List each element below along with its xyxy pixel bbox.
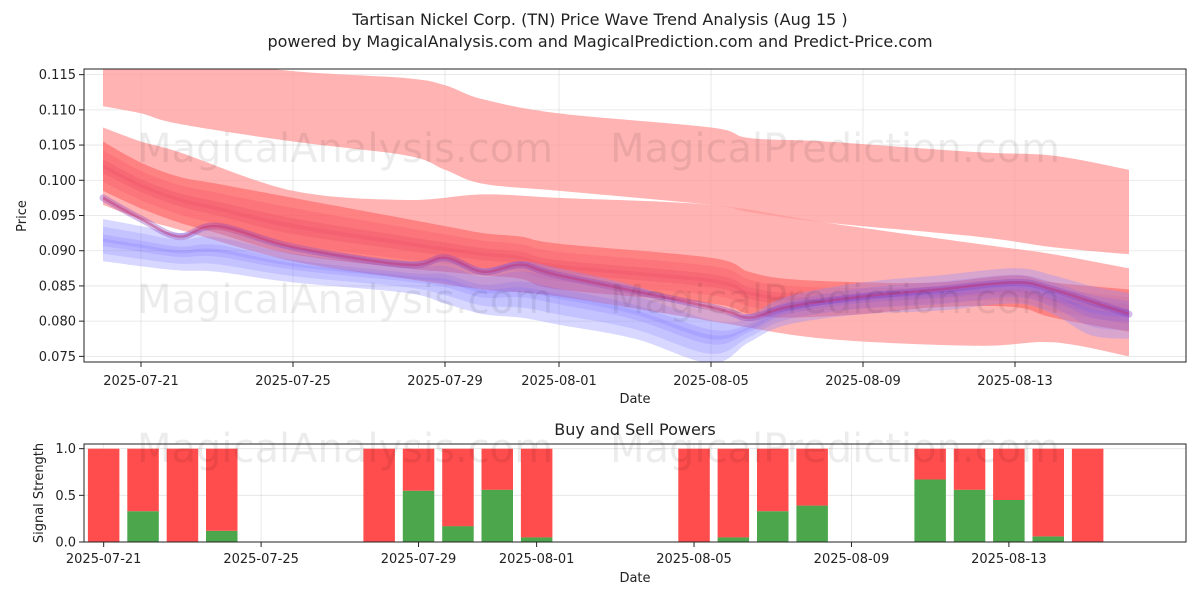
watermark-prediction-middle: MagicalPrediction.com xyxy=(610,277,1060,323)
purple-center-line-core xyxy=(102,196,1130,319)
figure-subtitle: powered by MagicalAnalysis.com and Magic… xyxy=(267,32,932,51)
signal-x-tick-label: 2025-08-01 xyxy=(499,552,575,567)
price-bands xyxy=(99,69,1133,362)
watermark-prediction-top: MagicalPrediction.com xyxy=(610,126,1060,172)
buy-bar xyxy=(520,537,553,542)
price-y-tick-label: 0.105 xyxy=(39,139,76,154)
price-y-axis-label: Price xyxy=(15,200,30,232)
signal-x-tick-label: 2025-08-05 xyxy=(656,552,732,567)
sell-bar xyxy=(717,448,750,538)
signal-y-tick-label: 0.0 xyxy=(55,536,76,551)
sell-bar xyxy=(796,448,828,506)
sell-bar xyxy=(993,448,1025,500)
signal-x-tick-label: 2025-07-21 xyxy=(66,552,142,567)
blue-trend-wave xyxy=(103,219,1129,362)
signal-x-tick-label: 2025-07-25 xyxy=(223,552,299,567)
sell-bar xyxy=(442,448,474,527)
buy-bar xyxy=(796,505,828,542)
signal-y-axis-label: Signal Strength xyxy=(32,443,47,543)
buy-bar xyxy=(757,511,789,542)
sell-bar xyxy=(127,448,159,512)
price-x-tick-label: 2025-08-05 xyxy=(673,374,749,389)
signal-x-tick-label: 2025-08-09 xyxy=(814,552,890,567)
signal-x-axis-label: Date xyxy=(619,571,650,586)
signal-chart: Buy and Sell Powers MagicalAnalysis.com … xyxy=(32,420,1187,586)
watermark-analysis-top: MagicalAnalysis.com xyxy=(137,126,553,172)
buy-bar xyxy=(1032,536,1064,542)
signal-plot-frame xyxy=(83,443,1187,543)
signal-y-tick-label: 0.5 xyxy=(55,489,76,504)
price-x-axis-label: Date xyxy=(619,392,650,407)
buy-bar xyxy=(442,526,474,542)
watermark-analysis-middle: MagicalAnalysis.com xyxy=(137,277,553,323)
sell-bar xyxy=(953,448,986,490)
price-x-tick-label: 2025-07-29 xyxy=(407,374,483,389)
sell-bar xyxy=(363,448,395,542)
price-y-tick-label: 0.080 xyxy=(39,315,76,330)
buy-bar xyxy=(402,490,435,542)
signal-x-axis: 2025-07-21 2025-07-25 2025-07-29 2025-08-01… xyxy=(66,542,1047,567)
buy-bar xyxy=(206,530,238,542)
blue-trend-wave-layer xyxy=(103,238,1129,340)
red-trend-wave-layer xyxy=(103,150,1129,325)
sell-bar xyxy=(914,448,946,480)
price-x-axis: 2025-07-21 2025-07-25 2025-07-29 2025-08-01… xyxy=(103,362,1053,389)
sell-bar xyxy=(757,448,789,512)
blue-trend-wave-layer xyxy=(103,226,1129,354)
price-y-tick-label: 0.095 xyxy=(39,209,76,224)
signal-y-tick-label: 1.0 xyxy=(55,442,76,457)
price-x-tick-label: 2025-08-01 xyxy=(521,374,597,389)
figure-title: Tartisan Nickel Corp. (TN) Price Wave Tr… xyxy=(351,10,847,29)
signal-y-axis: 0.0 0.5 1.0 xyxy=(55,442,84,551)
price-chart: MagicalAnalysis.com MagicalPrediction.co… xyxy=(15,68,1187,407)
price-y-tick-label: 0.110 xyxy=(39,103,76,118)
price-y-axis: 0.075 0.080 0.085 0.090 0.095 0.100 0.105 0.110… xyxy=(39,68,84,365)
price-x-tick-label: 2025-08-09 xyxy=(825,374,901,389)
buy-bar xyxy=(717,537,750,542)
buy-bar xyxy=(914,479,946,542)
watermark-prediction-bottom: MagicalPrediction.com xyxy=(610,426,1060,472)
signal-chart-title: Buy and Sell Powers xyxy=(554,420,716,439)
sell-bar xyxy=(481,448,513,490)
buy-bar xyxy=(481,489,513,542)
signal-x-tick-label: 2025-07-29 xyxy=(381,552,457,567)
price-y-tick-label: 0.075 xyxy=(39,350,76,365)
sell-bar xyxy=(166,448,199,542)
buy-bar xyxy=(127,511,159,542)
red-trend-wave xyxy=(103,141,1129,332)
purple-center-line xyxy=(99,194,1133,322)
blue-trend-wave-layer xyxy=(103,234,1129,345)
sell-bar xyxy=(206,448,238,531)
watermark-analysis-bottom: MagicalAnalysis.com xyxy=(137,426,553,472)
price-y-tick-label: 0.085 xyxy=(39,279,76,294)
sell-bar xyxy=(678,448,710,542)
upper-band xyxy=(103,69,1129,255)
signal-bars xyxy=(87,448,1104,542)
price-x-tick-label: 2025-07-21 xyxy=(103,374,179,389)
price-x-tick-label: 2025-07-25 xyxy=(255,374,331,389)
buy-bar xyxy=(953,489,986,542)
signal-x-tick-label: 2025-08-13 xyxy=(971,552,1047,567)
price-y-tick-label: 0.115 xyxy=(39,68,76,83)
price-y-tick-label: 0.090 xyxy=(39,244,76,259)
sell-bar xyxy=(1071,448,1104,542)
sell-bar xyxy=(520,448,553,538)
sell-bar xyxy=(1032,448,1064,537)
price-x-tick-label: 2025-08-13 xyxy=(977,374,1053,389)
price-y-tick-label: 0.100 xyxy=(39,174,76,189)
sell-bar xyxy=(87,448,120,542)
buy-bar xyxy=(993,500,1025,542)
sell-bar xyxy=(402,448,435,491)
